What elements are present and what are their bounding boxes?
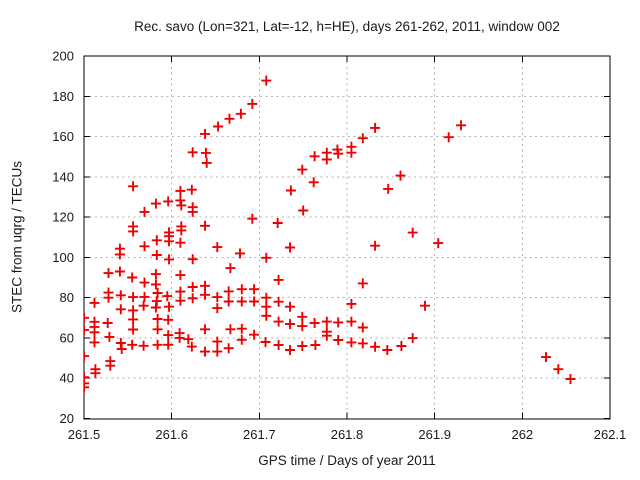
x-tick-label: 261.7 bbox=[243, 427, 276, 442]
gridlines bbox=[84, 56, 610, 419]
tick-labels: 261.5 261.6 261.7 261.8 261.9 262 262.1 20 40 60 8… bbox=[52, 49, 626, 443]
y-tick-label: 40 bbox=[60, 371, 74, 386]
y-tick-label: 20 bbox=[60, 411, 74, 426]
chart-title: Rec. savo (Lon=321, Lat=-12, h=HE), days… bbox=[134, 19, 560, 34]
y-tick-label: 60 bbox=[60, 330, 74, 345]
y-tick-label: 100 bbox=[52, 250, 74, 265]
x-tick-label: 261.9 bbox=[418, 427, 451, 442]
y-tick-label: 200 bbox=[52, 49, 74, 64]
x-tick-label: 262 bbox=[511, 427, 533, 442]
x-tick-label: 261.5 bbox=[68, 427, 101, 442]
data-point-markers bbox=[84, 75, 576, 393]
x-tick-label: 262.1 bbox=[594, 427, 627, 442]
plot-border bbox=[83, 55, 611, 420]
y-tick-label: 180 bbox=[52, 89, 74, 104]
x-tick-label: 261.6 bbox=[155, 427, 188, 442]
x-axis-label: GPS time / Days of year 2011 bbox=[258, 453, 436, 468]
scatter-points bbox=[84, 75, 576, 393]
y-tick-label: 160 bbox=[52, 129, 74, 144]
x-tick-label: 261.8 bbox=[331, 427, 364, 442]
y-tick-label: 120 bbox=[52, 210, 74, 225]
y-tick-label: 80 bbox=[60, 290, 74, 305]
y-tick-label: 140 bbox=[52, 169, 74, 184]
